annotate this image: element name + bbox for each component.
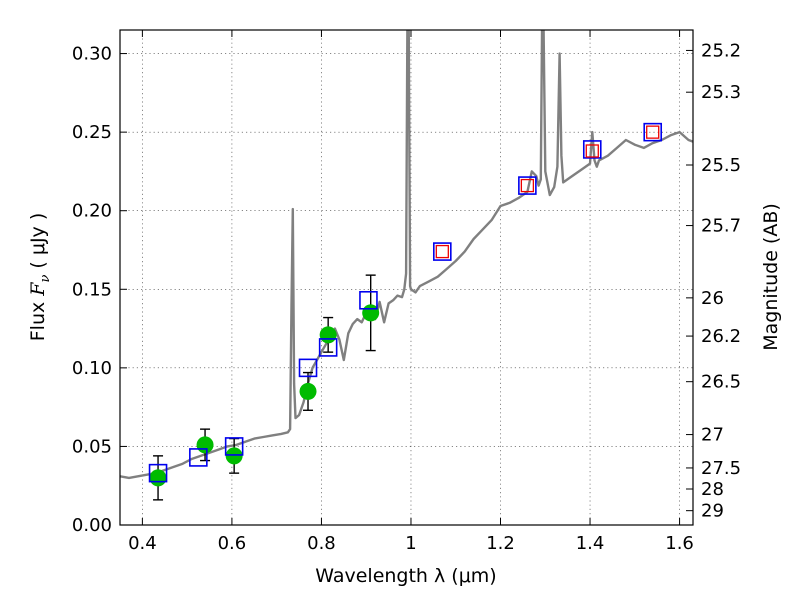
y2-tick-label: 26.2: [701, 326, 741, 347]
x-tick-label: 1.4: [576, 533, 605, 554]
x-tick-label: 1.6: [665, 533, 694, 554]
x-tick-label: 1: [405, 533, 416, 554]
observed-point: [196, 436, 214, 454]
y2-tick-label: 26: [701, 288, 724, 309]
predicted-box: [435, 244, 449, 259]
model-photometry-box: [518, 176, 537, 195]
observed-point: [149, 469, 167, 487]
y-tick-label: 0.10: [72, 358, 112, 379]
y2-tick-label: 25.2: [701, 40, 741, 61]
y2-axis-label: Magnitude (AB): [760, 203, 782, 351]
observed-point: [299, 382, 317, 400]
model-photometry-box: [582, 140, 602, 159]
y-axis-label-subscript: ν: [38, 275, 53, 283]
y-tick-label: 0.30: [72, 44, 112, 65]
y-tick-label: 0.00: [72, 515, 112, 536]
observed-point: [319, 326, 337, 344]
plot-frame: [119, 29, 694, 526]
x-tick-label: 0.4: [128, 533, 157, 554]
model-photometry-box: [359, 290, 378, 310]
y2-tick-label: 29: [701, 501, 724, 522]
y2-tick-label: 28: [701, 479, 724, 500]
predicted-box: [585, 144, 599, 158]
y2-tick-label: 25.3: [701, 82, 741, 103]
model-photometry-box: [318, 338, 338, 357]
y-tick-label: 0.05: [72, 436, 112, 457]
x-tick-labels: 0.4 0.6 0.8 1 1.2 1.4 1.6: [128, 533, 694, 554]
model-photometry-boxes: [148, 122, 663, 483]
y-tick-labels: 0.00 0.05 0.10 0.15 0.20 0.25 0.30: [72, 44, 112, 536]
model-photometry-box: [298, 358, 318, 378]
y2-tick-label: 27.5: [701, 458, 741, 479]
observed-point: [225, 447, 243, 465]
y2-tick-label: 27: [701, 425, 724, 446]
x-axis-label: Wavelength λ (μm): [315, 565, 496, 587]
observed-points: [149, 304, 380, 487]
y-axis-label-units: ( μJy ): [27, 213, 49, 275]
x-tick-label: 1.2: [486, 533, 515, 554]
model-photometry-box: [148, 463, 168, 483]
y-tick-label: 0.15: [72, 279, 112, 300]
y2-tick-label: 26.5: [701, 372, 741, 393]
y2-tick-label: 25.5: [701, 155, 741, 176]
y2-tick-label: 25.7: [701, 216, 741, 237]
x-tick-label: 0.6: [218, 533, 247, 554]
x-tick-label: 0.8: [307, 533, 336, 554]
y-axis-label-symbol: F: [27, 282, 49, 297]
model-photometry-box: [189, 448, 208, 467]
predicted-photometry-boxes: [435, 125, 660, 259]
error-bars: [153, 274, 376, 501]
y-axis-label: Flux Fν ( μJy ): [27, 213, 53, 342]
y-tick-label: 0.20: [72, 201, 112, 222]
predicted-box: [646, 125, 660, 139]
model-spectrum-line: [120, 30, 693, 480]
model-photometry-box: [433, 242, 452, 261]
predicted-box: [520, 178, 535, 193]
y-axis-label-prefix: Flux: [27, 296, 49, 342]
model-photometry-box: [643, 122, 663, 142]
y-tick-label: 0.25: [72, 122, 112, 143]
ticks: [120, 30, 693, 526]
model-photometry-box: [224, 437, 244, 456]
